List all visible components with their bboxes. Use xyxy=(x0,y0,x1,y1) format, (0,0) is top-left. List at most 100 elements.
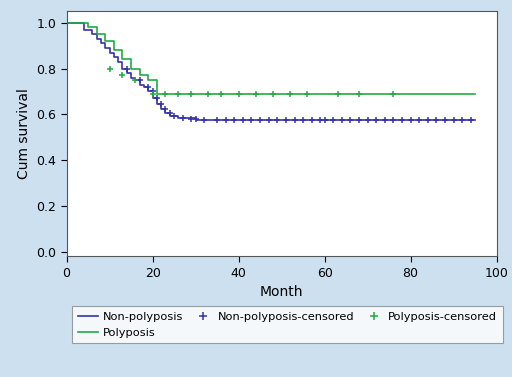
Polyposis xyxy=(94,25,100,30)
Line: Polyposis: Polyposis xyxy=(67,23,475,94)
Non-polyposis xyxy=(94,32,100,37)
Non-polyposis xyxy=(175,113,181,118)
Line: Non-polyposis: Non-polyposis xyxy=(67,23,475,120)
Non-polyposis-censored xyxy=(339,118,345,123)
Non-polyposis xyxy=(89,28,95,32)
Non-polyposis xyxy=(167,113,173,118)
Polyposis xyxy=(154,92,160,96)
Non-polyposis xyxy=(124,71,130,75)
Non-polyposis-censored xyxy=(145,84,152,89)
Polyposis xyxy=(119,57,125,62)
Non-polyposis-censored xyxy=(158,102,164,106)
Non-polyposis xyxy=(115,60,121,64)
Polyposis xyxy=(102,32,109,37)
Non-polyposis xyxy=(132,75,138,80)
Non-polyposis-censored xyxy=(223,118,229,123)
Non-polyposis xyxy=(154,102,160,106)
Non-polyposis xyxy=(137,78,143,82)
Non-polyposis-censored xyxy=(240,118,246,123)
Legend: Non-polyposis, Polyposis, Non-polyposis-censored, Polyposis-censored: Non-polyposis, Polyposis, Non-polyposis-… xyxy=(72,306,503,343)
Non-polyposis-censored xyxy=(300,118,306,123)
Non-polyposis-censored xyxy=(442,118,448,123)
Non-polyposis xyxy=(119,60,125,64)
Polyposis-censored xyxy=(205,92,211,96)
Non-polyposis xyxy=(119,66,125,71)
Polyposis xyxy=(85,20,91,25)
Non-polyposis xyxy=(150,89,156,94)
Non-polyposis-censored xyxy=(382,118,388,123)
Polyposis-censored xyxy=(162,92,168,96)
Non-polyposis xyxy=(154,96,160,101)
Non-polyposis xyxy=(102,46,109,50)
Non-polyposis-censored xyxy=(214,118,220,123)
Polyposis-censored xyxy=(236,92,242,96)
Non-polyposis xyxy=(106,50,113,55)
Non-polyposis-censored xyxy=(373,118,379,123)
Non-polyposis-censored xyxy=(322,118,328,123)
Line: Polyposis-censored: Polyposis-censored xyxy=(107,66,396,97)
Polyposis-censored xyxy=(270,92,276,96)
Non-polyposis-censored xyxy=(309,118,315,123)
Non-polyposis xyxy=(158,106,164,111)
Non-polyposis-censored xyxy=(356,118,362,123)
Polyposis xyxy=(119,48,125,52)
Polyposis xyxy=(145,78,152,82)
Non-polyposis-censored xyxy=(201,118,207,122)
Polyposis xyxy=(111,48,117,52)
Non-polyposis xyxy=(98,37,104,41)
Non-polyposis xyxy=(115,55,121,59)
Non-polyposis-censored xyxy=(330,118,336,123)
Polyposis xyxy=(137,66,143,71)
Non-polyposis xyxy=(81,28,87,32)
Non-polyposis-censored xyxy=(124,66,130,71)
Non-polyposis-censored xyxy=(162,106,168,111)
Non-polyposis xyxy=(132,78,138,82)
Polyposis xyxy=(472,92,478,96)
Non-polyposis-censored xyxy=(283,118,289,123)
Polyposis-censored xyxy=(304,92,310,96)
Polyposis xyxy=(128,66,134,71)
Polyposis xyxy=(137,73,143,78)
Non-polyposis-censored xyxy=(231,118,238,123)
Polyposis-censored xyxy=(175,92,181,96)
Non-polyposis-censored xyxy=(193,117,199,122)
Non-polyposis-censored xyxy=(257,118,263,123)
Polyposis-censored xyxy=(106,66,113,71)
Non-polyposis xyxy=(158,102,164,106)
Non-polyposis xyxy=(124,66,130,71)
Non-polyposis xyxy=(98,41,104,46)
Y-axis label: Cum survival: Cum survival xyxy=(16,88,31,179)
Non-polyposis-censored xyxy=(425,118,431,123)
Non-polyposis xyxy=(81,20,87,25)
Non-polyposis-censored xyxy=(154,96,160,101)
Polyposis-censored xyxy=(119,73,125,78)
Non-polyposis-censored xyxy=(347,118,353,123)
Non-polyposis xyxy=(175,115,181,120)
Non-polyposis xyxy=(137,82,143,87)
Non-polyposis xyxy=(162,106,168,111)
Non-polyposis-censored xyxy=(266,118,272,123)
Non-polyposis xyxy=(150,96,156,101)
Non-polyposis xyxy=(162,111,168,115)
Polyposis-censored xyxy=(218,92,224,96)
Non-polyposis-censored xyxy=(408,118,414,123)
Non-polyposis-censored xyxy=(451,118,457,123)
Non-polyposis-censored xyxy=(365,118,371,123)
Non-polyposis xyxy=(111,50,117,55)
Non-polyposis-censored xyxy=(433,118,439,123)
Polyposis-censored xyxy=(287,92,293,96)
Non-polyposis-censored xyxy=(150,89,156,94)
Non-polyposis xyxy=(89,32,95,37)
Non-polyposis xyxy=(141,84,147,89)
Polyposis xyxy=(63,20,70,25)
Non-polyposis-censored xyxy=(390,118,396,123)
Polyposis xyxy=(128,57,134,62)
Polyposis-censored xyxy=(253,92,259,96)
Polyposis-censored xyxy=(390,92,396,96)
Non-polyposis-censored xyxy=(137,78,143,82)
Non-polyposis xyxy=(128,71,134,75)
Non-polyposis-censored xyxy=(468,118,474,123)
Polyposis xyxy=(145,73,152,78)
Non-polyposis xyxy=(472,118,478,123)
Non-polyposis-censored xyxy=(167,111,173,115)
